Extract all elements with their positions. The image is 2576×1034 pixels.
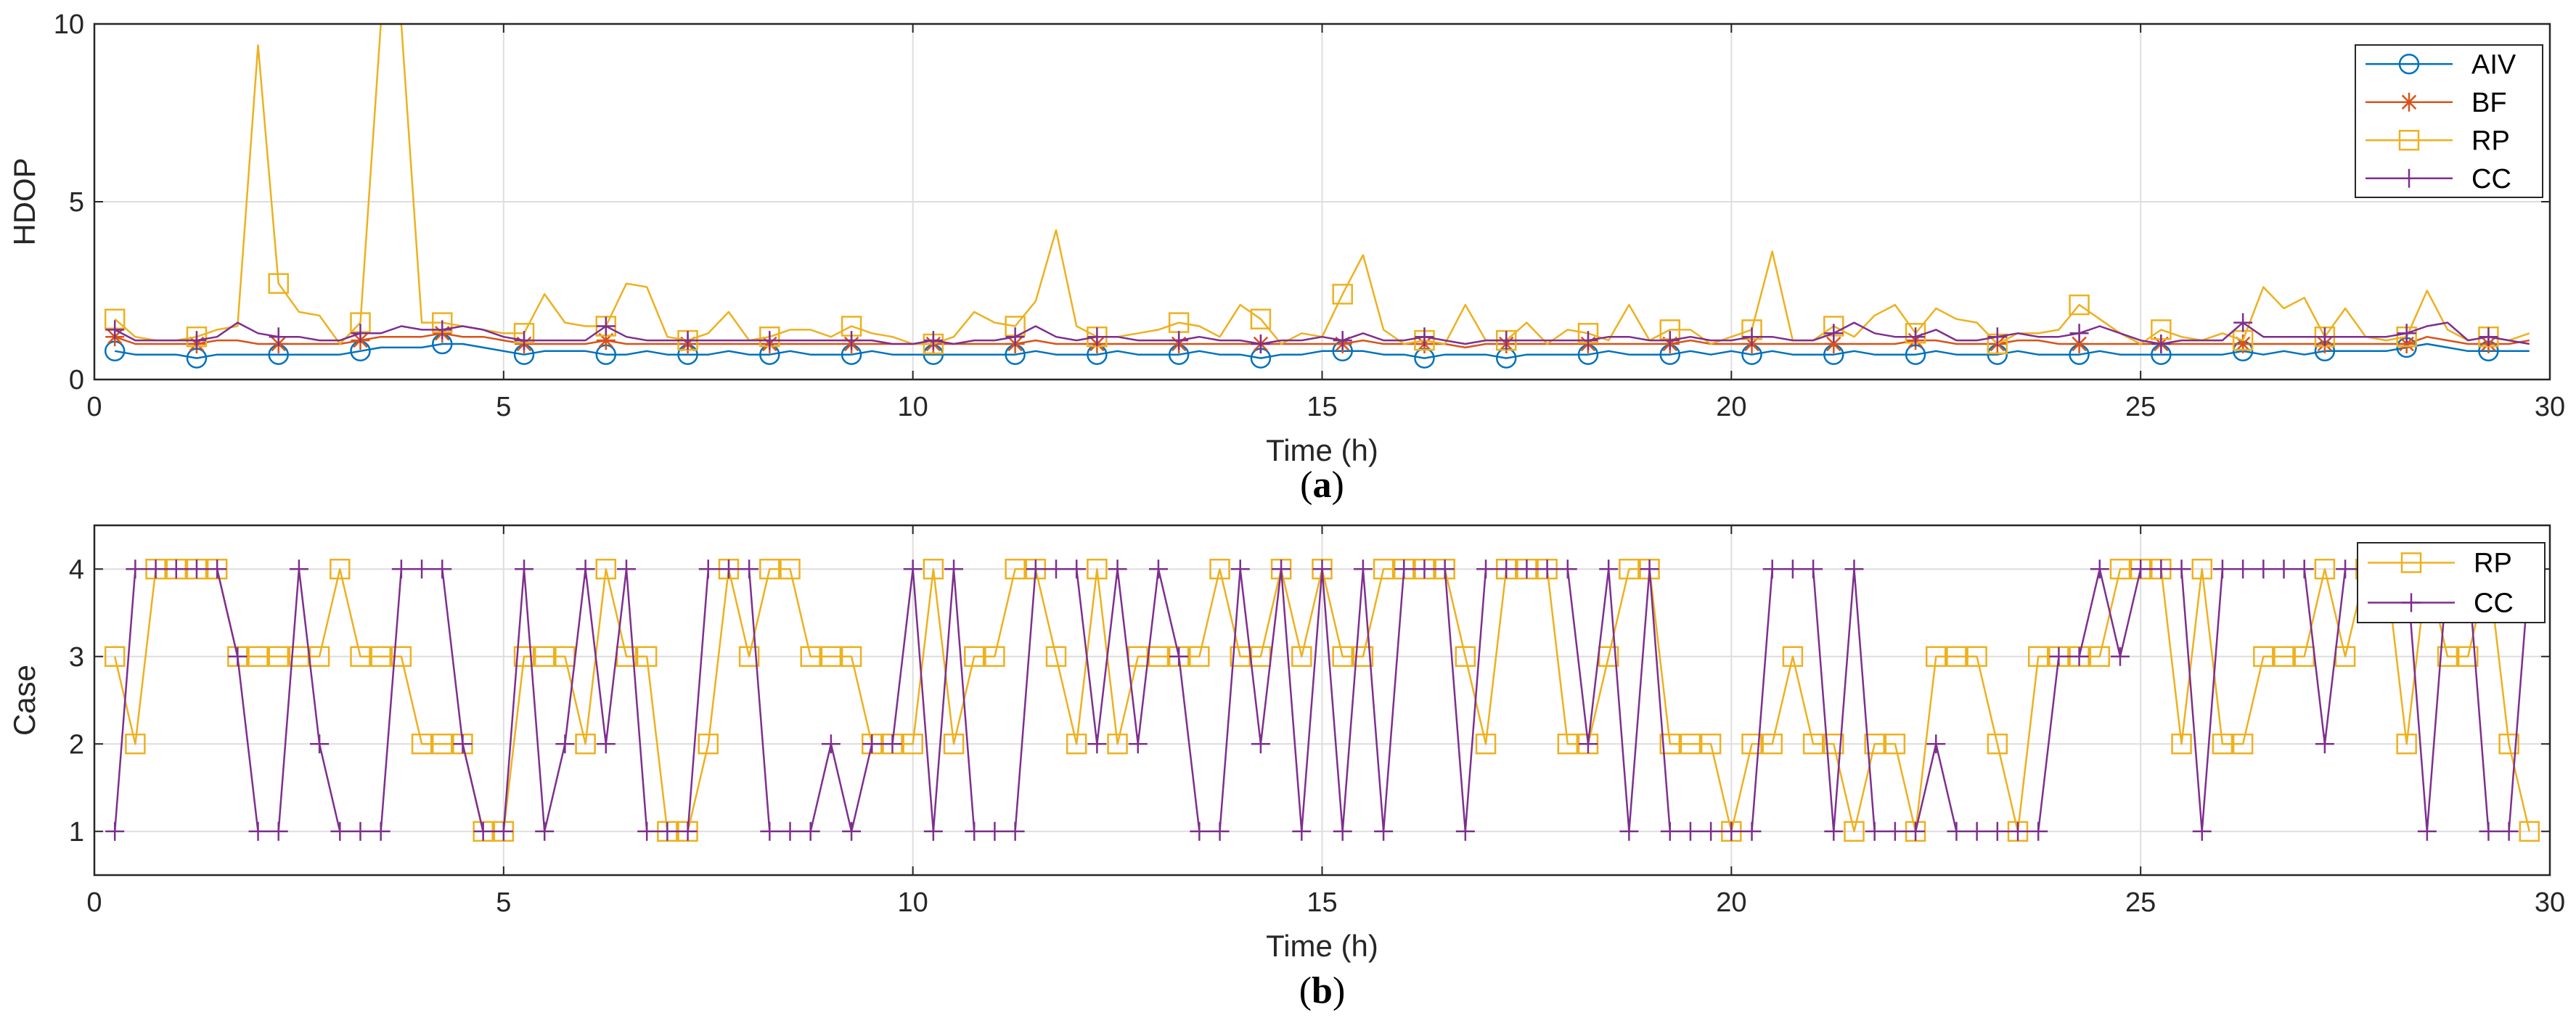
panel-label: (a)	[1300, 464, 1344, 506]
x-tick-label: 0	[86, 887, 102, 918]
data-point-RP	[0, 559, 19, 578]
x-tick-label: 25	[2125, 887, 2156, 918]
y-tick-label: 10	[54, 9, 84, 40]
x-tick-label: 30	[2535, 392, 2565, 422]
x-tick-label: 0	[86, 392, 102, 422]
x-tick-label: 20	[1716, 887, 1746, 918]
x-tick-label: 10	[898, 887, 928, 918]
x-tick-label: 15	[1307, 887, 1337, 918]
x-tick-label: 10	[898, 392, 928, 422]
x-axis-label: Time (h)	[1266, 929, 1378, 963]
data-point-RP	[0, 734, 19, 753]
y-tick-label: 0	[69, 365, 84, 395]
panel-letter: a	[1313, 464, 1332, 506]
x-tick-label: 30	[2535, 887, 2565, 918]
y-tick-label: 5	[69, 187, 84, 218]
panel-paren-open: (	[1299, 970, 1312, 1012]
y-axis-label: HDOP	[7, 157, 41, 245]
x-axis-label: Time (h)	[1266, 433, 1378, 467]
legend-marker	[2400, 93, 2418, 112]
panel-paren-close: )	[1333, 970, 1345, 1012]
legend-label: CC	[2474, 588, 2514, 619]
x-tick-label: 5	[496, 392, 511, 422]
panel-paren-close: )	[1332, 464, 1344, 506]
legend-box	[2358, 543, 2545, 623]
legend-label: RP	[2471, 126, 2510, 156]
y-tick-label: 3	[69, 642, 84, 673]
x-tick-label: 20	[1716, 392, 1746, 422]
y-tick-label: 4	[69, 554, 84, 585]
y-tick-label: 2	[69, 729, 84, 760]
figure: 0 5 10 15 20 25 300510Time (h)HDOP(a)AIVBFRPCC…	[0, 0, 2576, 1034]
y-tick-label: 1	[69, 817, 84, 848]
panel-label: (b)	[1299, 970, 1346, 1012]
legend: AIV BF RP CC	[2355, 45, 2543, 197]
y-axis-label: Case	[7, 665, 41, 736]
x-tick-label: 5	[496, 887, 511, 918]
x-tick-label: 25	[2125, 392, 2156, 422]
panel-letter: b	[1312, 970, 1333, 1012]
legend-label: RP	[2474, 549, 2512, 579]
chart-b: 0 5 10 15 20 25 30 1 2 3 4 Time (h) Case (b) RP CC	[0, 525, 2565, 1012]
legend-label: CC	[2471, 164, 2511, 194]
legend-label: AIV	[2471, 49, 2516, 80]
legend: RP CC	[2358, 543, 2545, 623]
x-tick-label: 15	[1307, 392, 1337, 422]
panel-paren-open: (	[1300, 464, 1312, 506]
legend-label: BF	[2471, 88, 2507, 118]
chart-a: 0 5 10 15 20 25 30 0 5 10 Time (h) HDOP (a) AIV BF RP CC	[7, 9, 2565, 506]
